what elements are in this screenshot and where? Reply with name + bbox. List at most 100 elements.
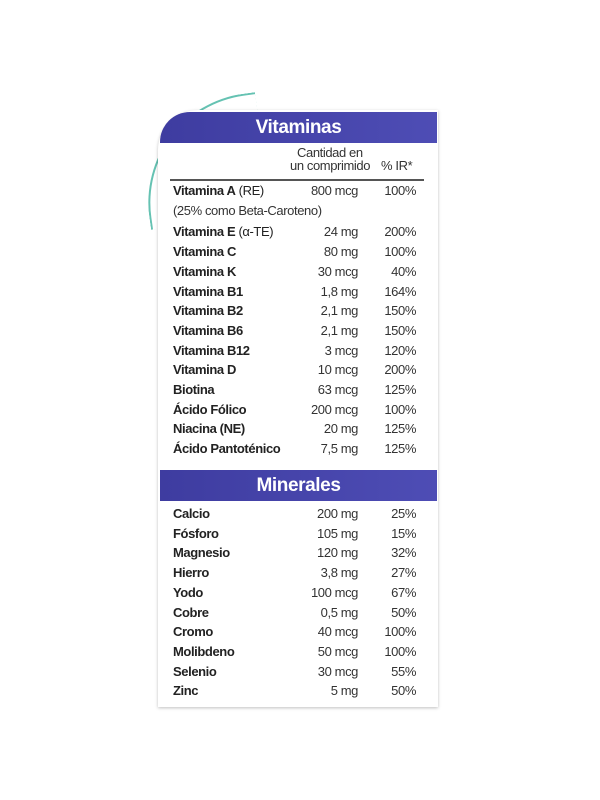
- amount-column-header-line1: Cantidad en: [297, 145, 363, 160]
- nutrient-name-text: Yodo: [173, 584, 203, 600]
- table-row: Vitamina B12 3 mcg 120%: [173, 341, 423, 361]
- table-row: Selenio 30 mcg 55%: [173, 662, 423, 682]
- table-row: Fósforo 105 mg 15%: [173, 524, 423, 544]
- amount-column-header-line2: un comprimido: [290, 158, 371, 173]
- nutrient-name: Niacina (NE): [173, 419, 245, 439]
- nutrient-unit-note: (RE): [235, 183, 265, 198]
- nutrient-name-text: Biotina: [173, 382, 215, 397]
- percent-ir: 100%: [384, 401, 416, 417]
- amount: 7,5 mg: [320, 441, 359, 457]
- nutrient-name-text: Cobre: [173, 604, 209, 620]
- nutrient-name: Calcio: [173, 504, 210, 524]
- amount: 0,5 mg: [320, 604, 359, 620]
- nutrient-name: Vitamina E (α-TE): [173, 222, 274, 242]
- amount: 3 mcg: [324, 342, 359, 358]
- amount: 200 mcg: [310, 401, 358, 417]
- table-row: Vitamina A (RE) 800 mcg 100%: [173, 181, 423, 201]
- percent-ir: 32%: [391, 545, 416, 561]
- percent-ir: 200%: [384, 362, 416, 378]
- amount: 800 mcg: [310, 183, 358, 198]
- nutrient-name: Vitamina B1: [173, 282, 243, 302]
- amount: 50 mcg: [317, 643, 359, 659]
- amount: 105 mg: [317, 525, 358, 541]
- table-row: Cobre 0,5 mg 50%: [173, 603, 423, 623]
- nutrient-name: Selenio: [173, 662, 217, 682]
- table-row: Hierro 3,8 mg 27%: [173, 563, 423, 583]
- nutrient-name: Vitamina C: [173, 242, 236, 262]
- amount: 200 mg: [317, 506, 358, 521]
- table-row: Niacina (NE) 20 mg 125%: [173, 419, 423, 439]
- percent-ir: 125%: [384, 441, 416, 457]
- amount: 80 mg: [323, 244, 359, 260]
- nutrient-name: Vitamina A (RE): [173, 181, 264, 201]
- percent-ir: 125%: [384, 421, 416, 437]
- nutrient-name: Vitamina B2: [173, 301, 243, 321]
- table-row: Calcio 200 mg 25%: [173, 504, 423, 524]
- minerals-header: Minerales: [160, 470, 437, 501]
- nutrient-name: Biotina: [173, 380, 215, 400]
- table-row: Cromo 40 mcg 100%: [173, 622, 423, 642]
- nutrient-name-text: Vitamina B1: [173, 283, 243, 299]
- nutrient-name: Ácido Pantoténico: [173, 439, 281, 459]
- nutrient-name: Fósforo: [173, 524, 219, 544]
- nutrient-name: Molibdeno: [173, 642, 235, 662]
- table-row: Magnesio 120 mg 32%: [173, 543, 423, 563]
- nutrient-name-text: Vitamina B2: [173, 303, 243, 319]
- table-row: Yodo 100 mcg 67%: [173, 583, 423, 603]
- amount: 40 mcg: [317, 624, 359, 640]
- nutrient-name: Zinc: [173, 681, 199, 701]
- amount: 1,8 mg: [320, 283, 359, 299]
- nutrient-name-text: Vitamina D: [173, 362, 236, 378]
- amount: 30 mcg: [317, 263, 359, 279]
- amount: 24 mg: [323, 224, 359, 240]
- percent-ir: 27%: [391, 565, 416, 581]
- nutrient-name-text: Zinc: [173, 683, 199, 699]
- nutrient-name-text: Vitamina C: [173, 244, 236, 260]
- percent-ir: 120%: [384, 342, 416, 358]
- percent-ir: 50%: [391, 604, 416, 620]
- nutrient-name-text: Vitamina B6: [173, 322, 243, 338]
- percent-ir: 100%: [384, 624, 416, 640]
- nutrient-name: Vitamina D: [173, 360, 236, 380]
- nutrient-name-text: Cromo: [173, 624, 213, 640]
- table-row: Molibdeno 50 mcg 100%: [173, 642, 423, 662]
- amount: 63 mcg: [317, 382, 359, 397]
- amount: 100 mcg: [310, 584, 358, 600]
- percent-ir: 67%: [391, 584, 416, 600]
- nutrient-name-text: Ácido Pantoténico: [173, 441, 281, 457]
- table-row: Vitamina E (α-TE) 24 mg 200%: [173, 222, 423, 242]
- percent-ir: 25%: [391, 506, 416, 521]
- percent-ir: 15%: [391, 525, 416, 541]
- nutrient-name: Yodo: [173, 583, 203, 603]
- amount: 30 mcg: [317, 663, 359, 679]
- nutrient-name: Ácido Fólico: [173, 400, 247, 420]
- percent-ir: 55%: [391, 663, 416, 679]
- table-row: Vitamina D 10 mcg 200%: [173, 360, 423, 380]
- nutrient-name-text: Vitamina E: [173, 224, 236, 240]
- pct-column-header: % IR*: [381, 158, 413, 173]
- nutrient-name-text: Vitamina B12: [173, 342, 250, 358]
- table-row: Vitamina B2 2,1 mg 150%: [173, 301, 423, 321]
- nutrient-name: Hierro: [173, 563, 209, 583]
- vitamins-header: Vitaminas: [160, 112, 437, 143]
- percent-ir: 50%: [391, 683, 416, 699]
- percent-ir: 40%: [391, 263, 416, 279]
- nutrient-name: Vitamina B6: [173, 321, 243, 341]
- nutrient-name-text: Calcio: [173, 506, 210, 521]
- nutrient-name-text: Fósforo: [173, 525, 219, 541]
- nutrient-name: Cobre: [173, 603, 209, 623]
- nutrient-name-text: Magnesio: [173, 545, 230, 561]
- percent-ir: 200%: [384, 224, 416, 240]
- nutrient-name: Vitamina K: [173, 262, 236, 282]
- table-row: Zinc 5 mg 50%: [173, 681, 423, 701]
- amount: 3,8 mg: [320, 565, 359, 581]
- header-divider: [170, 179, 424, 181]
- table-row: Vitamina C 80 mg 100%: [173, 242, 423, 262]
- nutrient-name: Cromo: [173, 622, 213, 642]
- percent-ir: 164%: [384, 283, 416, 299]
- nutrient-name-text: Selenio: [173, 663, 217, 679]
- percent-ir: 100%: [384, 643, 416, 659]
- amount: 2,1 mg: [320, 303, 359, 319]
- amount: 5 mg: [330, 683, 359, 699]
- nutrition-panel: [158, 110, 438, 707]
